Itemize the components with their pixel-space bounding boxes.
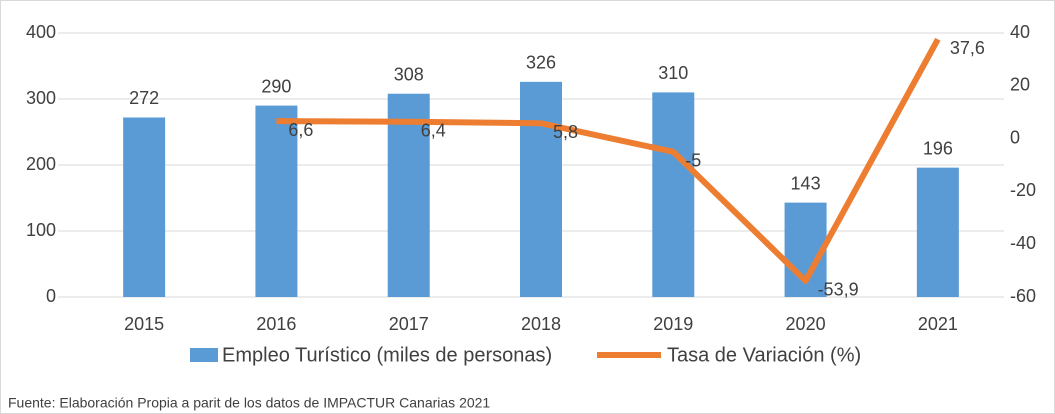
bar-value-label: 310 <box>658 63 688 83</box>
bar <box>123 117 166 297</box>
bar <box>255 105 298 297</box>
line-value-label: -53,9 <box>818 280 859 300</box>
y2-tick-label: 20 <box>1010 75 1030 95</box>
line-series <box>276 37 941 284</box>
x-tick-label: 2020 <box>786 314 826 334</box>
line-value-label: -5 <box>685 151 701 171</box>
y-tick-label: 200 <box>26 154 56 174</box>
bar <box>916 167 959 297</box>
bar-value-label: 308 <box>394 64 424 84</box>
line-value-label: 6,6 <box>288 120 313 140</box>
x-tick-label: 2017 <box>389 314 429 334</box>
legend-label: Empleo Turístico (miles de personas) <box>222 344 552 366</box>
y-tick-label: 400 <box>26 22 56 42</box>
x-tick-label: 2016 <box>256 314 296 334</box>
bar-value-label: 290 <box>261 76 291 96</box>
bar <box>387 93 430 297</box>
x-tick-label: 2015 <box>124 314 164 334</box>
y2-tick-label: -40 <box>1010 233 1036 253</box>
bar-value-label: 143 <box>791 173 821 193</box>
legend-label: Tasa de Variación (%) <box>667 344 861 366</box>
bar <box>652 92 695 298</box>
y2-tick-label: 0 <box>1010 127 1020 147</box>
legend-swatch <box>190 348 218 362</box>
y-tick-label: 100 <box>26 220 56 240</box>
y2-tick-label: -60 <box>1010 286 1036 306</box>
line-value-label: 37,6 <box>950 38 985 58</box>
x-tick-label: 2018 <box>521 314 561 334</box>
y2-tick-label: -20 <box>1010 180 1036 200</box>
line-value-label: 5,8 <box>553 122 578 142</box>
bar <box>520 81 562 297</box>
bar-value-label: 326 <box>526 53 556 73</box>
bar-value-label: 196 <box>923 138 953 158</box>
source-note: Fuente: Elaboración Propia a parit de lo… <box>8 395 490 411</box>
y2-tick-label: 40 <box>1010 22 1030 42</box>
x-tick-label: 2019 <box>653 314 693 334</box>
x-tick-label: 2021 <box>918 314 958 334</box>
line-value-label: 6,4 <box>421 120 446 140</box>
y-tick-label: 0 <box>46 286 56 306</box>
bar-value-label: 272 <box>129 88 159 108</box>
y-tick-label: 300 <box>26 88 56 108</box>
